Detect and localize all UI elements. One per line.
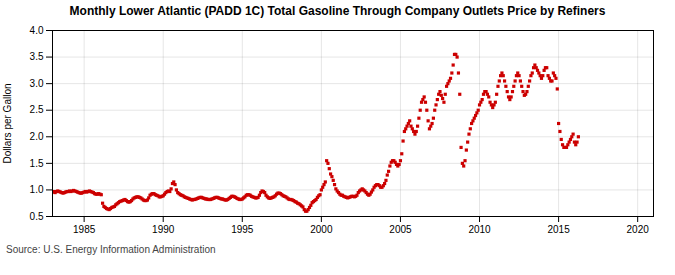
svg-text:Dollars per Gallon: Dollars per Gallon (2, 83, 13, 163)
svg-text:1995: 1995 (231, 224, 254, 235)
svg-text:2005: 2005 (389, 224, 412, 235)
svg-text:3.5: 3.5 (30, 51, 44, 62)
svg-text:1.0: 1.0 (30, 184, 44, 195)
svg-text:1990: 1990 (152, 224, 175, 235)
svg-text:0.5: 0.5 (30, 211, 44, 222)
svg-text:2015: 2015 (547, 224, 570, 235)
svg-text:2.0: 2.0 (30, 131, 44, 142)
html-text:Monthly Lower Atlantic (PADD 1: Monthly Lower Atlantic (PADD 1C) Total G… (69, 4, 606, 18)
svg-text:2.5: 2.5 (30, 104, 44, 115)
html-text:Source: U.S. Energy Informatio: Source: U.S. Energy Information Administ… (6, 244, 216, 255)
svg-text:4.0: 4.0 (30, 25, 44, 36)
svg-text:2000: 2000 (310, 224, 333, 235)
svg-text:2010: 2010 (468, 224, 491, 235)
svg-text:1.5: 1.5 (30, 158, 44, 169)
svg-text:2020: 2020 (627, 224, 650, 235)
svg-text:1985: 1985 (73, 224, 96, 235)
svg-text:3.0: 3.0 (30, 78, 44, 89)
